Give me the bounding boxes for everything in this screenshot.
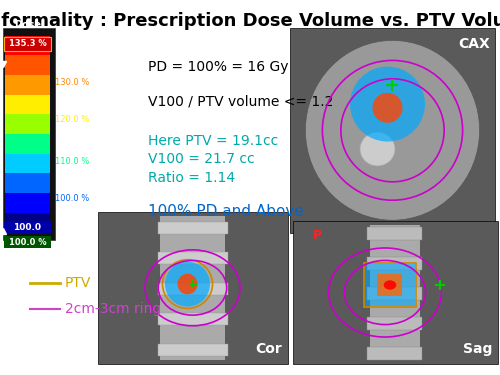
Bar — [368, 257, 422, 270]
Bar — [5, 134, 50, 154]
Bar — [364, 263, 416, 307]
Bar — [5, 173, 50, 193]
Ellipse shape — [306, 40, 480, 220]
Ellipse shape — [384, 280, 396, 290]
Text: 2cm-3cm ring: 2cm-3cm ring — [65, 302, 161, 316]
Text: Ratio = 1.14: Ratio = 1.14 — [148, 171, 234, 185]
Bar — [158, 344, 228, 355]
Text: PD = 100% = 16 Gy: PD = 100% = 16 Gy — [148, 60, 288, 75]
Bar — [5, 193, 50, 213]
Bar — [158, 252, 228, 264]
Bar — [4, 221, 51, 234]
Bar — [370, 225, 420, 360]
Bar — [368, 317, 422, 330]
Bar — [5, 36, 50, 56]
Ellipse shape — [178, 274, 198, 294]
Bar — [4, 38, 51, 51]
Text: PTV: PTV — [65, 276, 92, 290]
Bar — [158, 283, 228, 295]
Ellipse shape — [360, 132, 395, 166]
Text: 135.3 %: 135.3 % — [8, 39, 46, 48]
Text: CAX: CAX — [458, 38, 490, 51]
Text: Cor: Cor — [256, 342, 282, 356]
Text: Sag: Sag — [463, 342, 492, 356]
Bar — [5, 114, 50, 134]
Bar — [98, 212, 288, 364]
Text: 100.0: 100.0 — [14, 224, 42, 232]
Bar — [2, 28, 55, 240]
Bar — [365, 264, 415, 306]
Text: V100 = 21.7 cc: V100 = 21.7 cc — [148, 152, 254, 166]
Bar — [5, 213, 50, 232]
Text: V100 / PTV volume <= 1.2: V100 / PTV volume <= 1.2 — [148, 94, 333, 108]
Text: 130.0 %: 130.0 % — [55, 78, 90, 87]
Bar — [292, 221, 498, 364]
Bar — [158, 313, 228, 325]
Bar — [5, 75, 50, 95]
Bar — [158, 222, 228, 234]
Text: 100.0 %: 100.0 % — [8, 238, 46, 247]
Bar — [5, 56, 50, 75]
Text: Conformality : Prescription Dose Volume vs. PTV Volume: Conformality : Prescription Dose Volume … — [0, 12, 500, 30]
Text: Here PTV = 19.1cc: Here PTV = 19.1cc — [148, 134, 278, 148]
Ellipse shape — [350, 66, 425, 141]
Ellipse shape — [165, 262, 210, 307]
Bar — [4, 236, 51, 248]
Bar — [368, 287, 422, 300]
Text: 100.0 %: 100.0 % — [55, 194, 89, 203]
Bar — [160, 216, 225, 360]
Text: P: P — [312, 229, 322, 242]
Text: 110.0 %: 110.0 % — [55, 157, 89, 166]
Bar — [5, 95, 50, 114]
Bar — [290, 28, 495, 233]
Text: 120.0 %: 120.0 % — [55, 116, 89, 124]
Text: 100% PD and Above: 100% PD and Above — [148, 204, 304, 219]
Bar — [5, 154, 50, 173]
Text: Dose: Dose — [14, 20, 41, 30]
Text: 135.3: 135.3 — [55, 40, 79, 50]
Bar — [378, 274, 402, 296]
Ellipse shape — [372, 93, 402, 123]
Bar — [368, 347, 422, 360]
Bar — [368, 227, 422, 240]
